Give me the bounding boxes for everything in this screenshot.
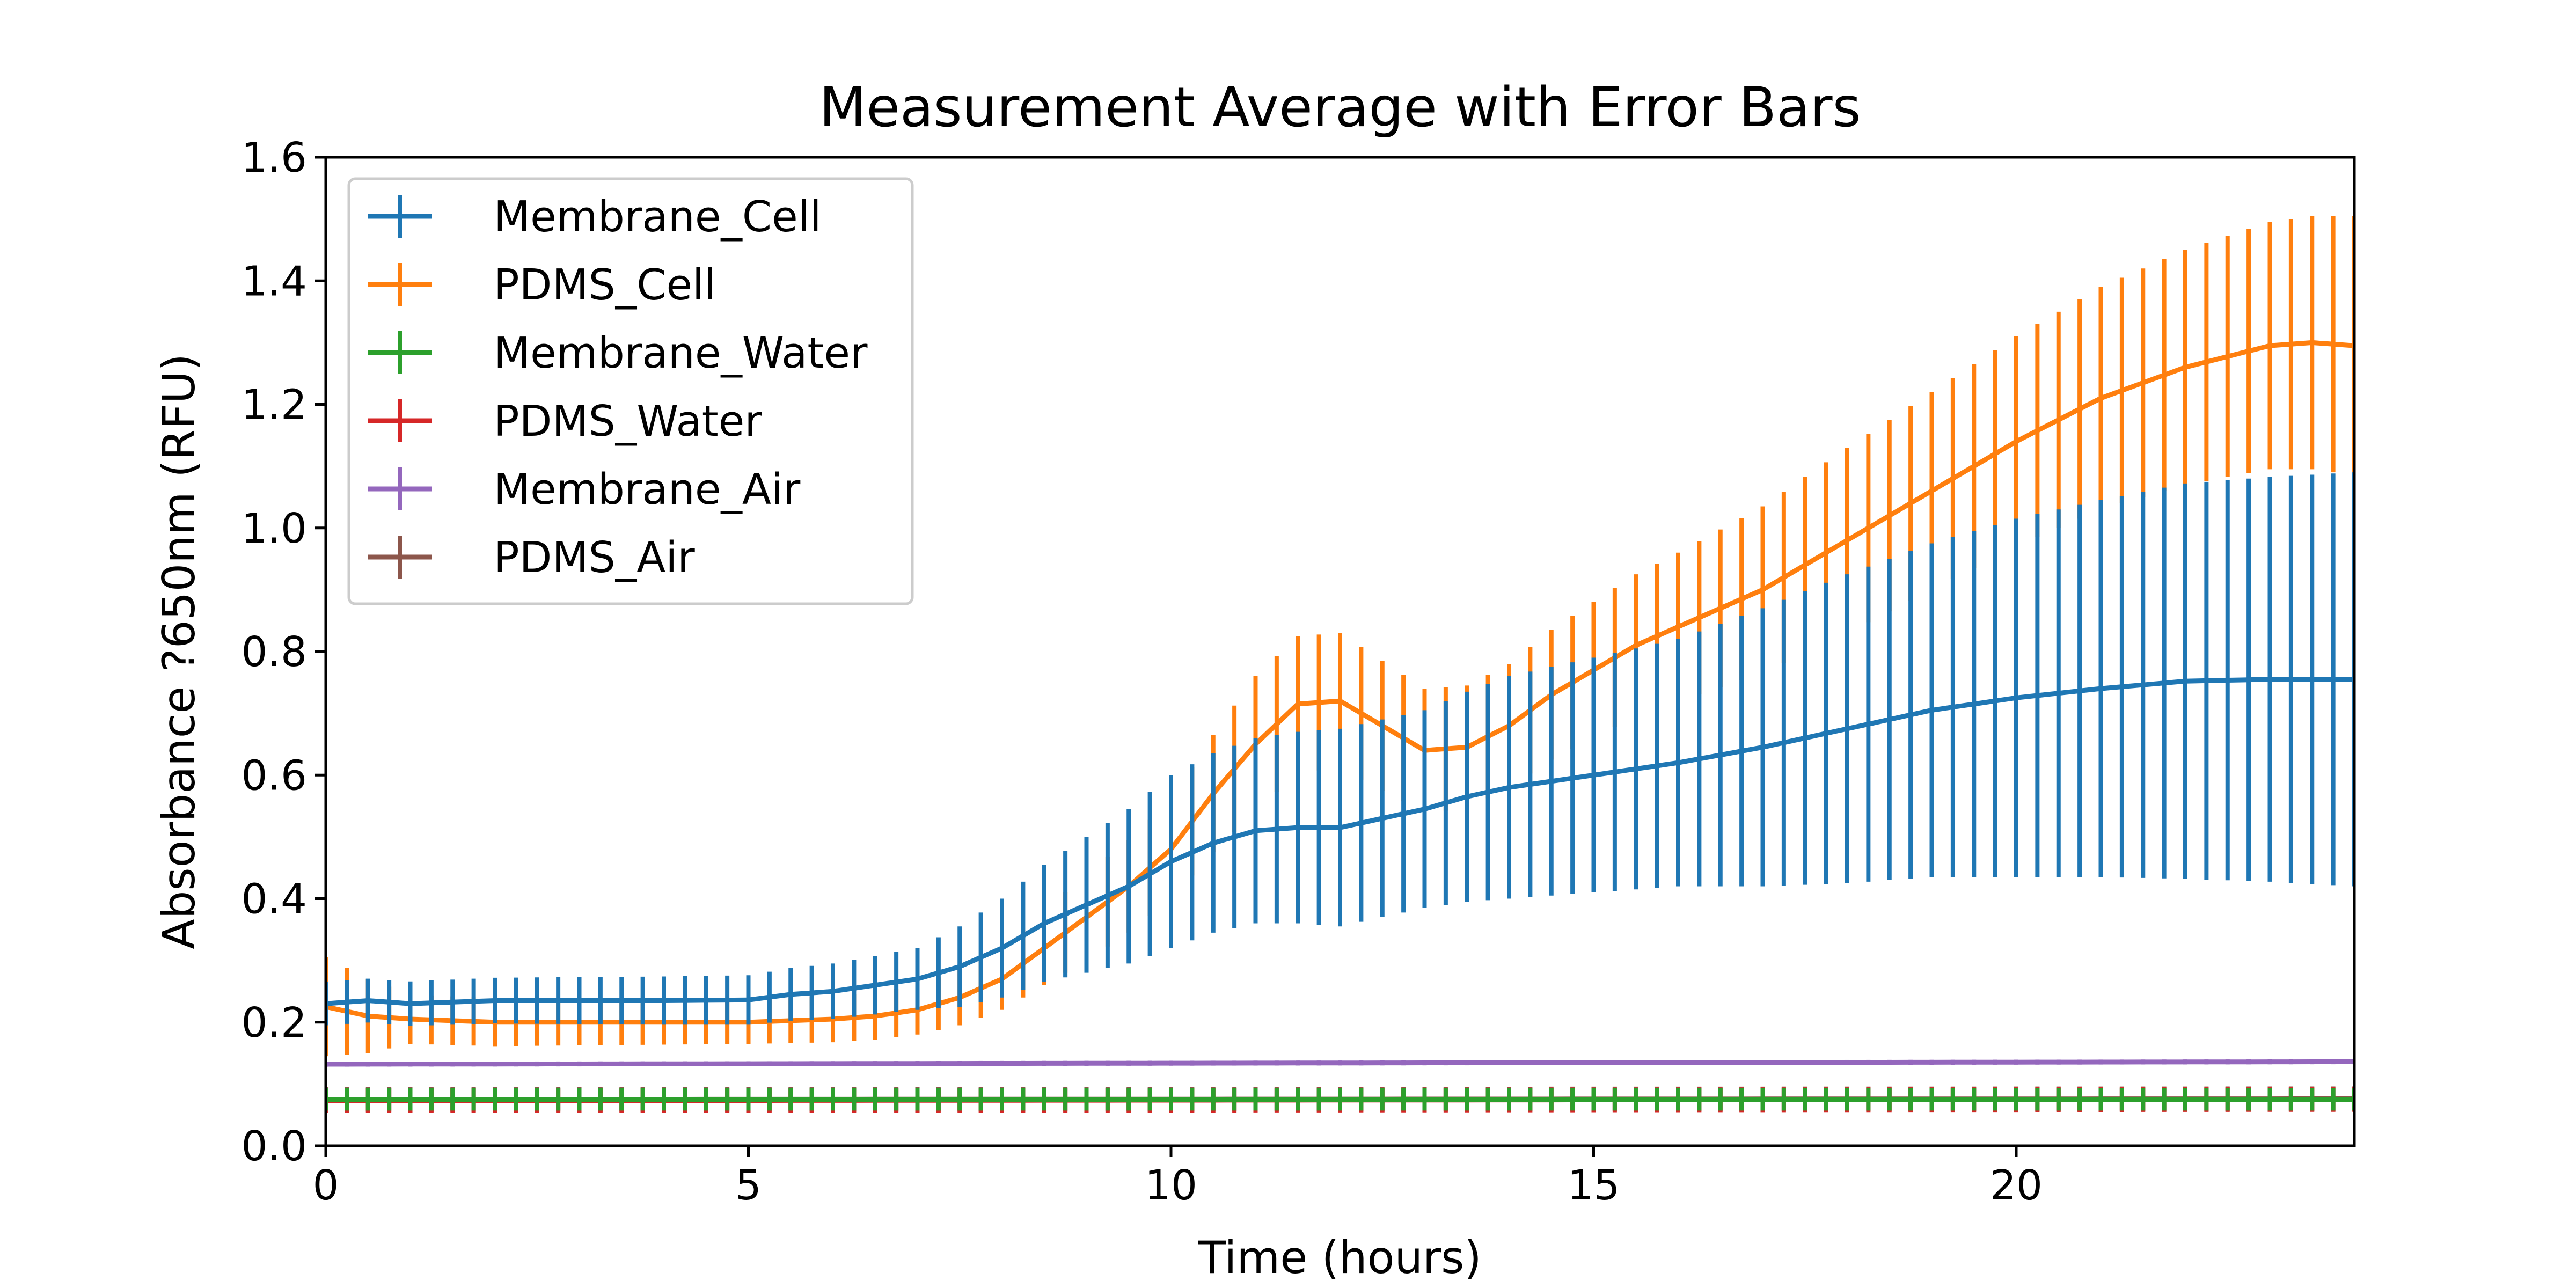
series-membrane-water [326, 1088, 2354, 1111]
series-line [326, 677, 2354, 1006]
y-tick-label: 1.6 [241, 134, 307, 182]
legend-label: PDMS_Cell [494, 260, 716, 310]
legend-item: Membrane_Air [368, 465, 801, 514]
legend-item: PDMS_Water [368, 397, 762, 446]
legend-label: Membrane_Cell [494, 192, 822, 241]
series-membrane-cell [326, 472, 2354, 1026]
legend-item: PDMS_Cell [368, 260, 716, 310]
legend-box [347, 177, 914, 605]
y-axis: 0.0 0.2 0.4 0.6 0.8 1.0 1.2 1.4 1.6 [241, 134, 326, 1170]
legend-label: Membrane_Air [494, 465, 801, 514]
x-tick-label: 20 [1990, 1162, 2043, 1210]
y-tick-label: 0.8 [241, 628, 307, 676]
y-tick-label: 1.2 [241, 382, 307, 429]
chart-title: Measurement Average with Error Bars [819, 76, 1861, 140]
legend-label: Membrane_Water [494, 328, 868, 378]
legend-item: Membrane_Cell [368, 192, 822, 241]
plot-area [326, 216, 2354, 1113]
y-tick-label: 0.0 [241, 1123, 307, 1170]
legend-label: PDMS_Air [494, 533, 695, 582]
y-tick-label: 0.2 [241, 999, 307, 1047]
y-tick-label: 0.4 [241, 876, 307, 924]
x-tick-label: 10 [1145, 1162, 1197, 1210]
legend-item: PDMS_Air [368, 533, 695, 582]
series-membrane-air [326, 1059, 2354, 1067]
y-tick-label: 0.6 [241, 752, 307, 800]
y-tick-label: 1.0 [241, 505, 307, 553]
x-tick-label: 5 [735, 1162, 762, 1210]
x-tick-label: 15 [1568, 1162, 1620, 1210]
y-axis-label: Absorbance ?650nm (RFU) [153, 354, 205, 949]
legend: Membrane_Cell PDMS_Cell Membrane_Water PDMS… [347, 177, 914, 605]
x-tick-label: 0 [313, 1162, 339, 1210]
y-tick-label: 1.4 [241, 258, 307, 305]
x-axis: 0 5 10 15 20 [313, 1146, 2043, 1210]
series-line [326, 1059, 2354, 1067]
legend-label: PDMS_Water [494, 397, 762, 446]
x-axis-label: Time (hours) [1198, 1232, 1482, 1284]
legend-item: Membrane_Water [368, 328, 868, 378]
